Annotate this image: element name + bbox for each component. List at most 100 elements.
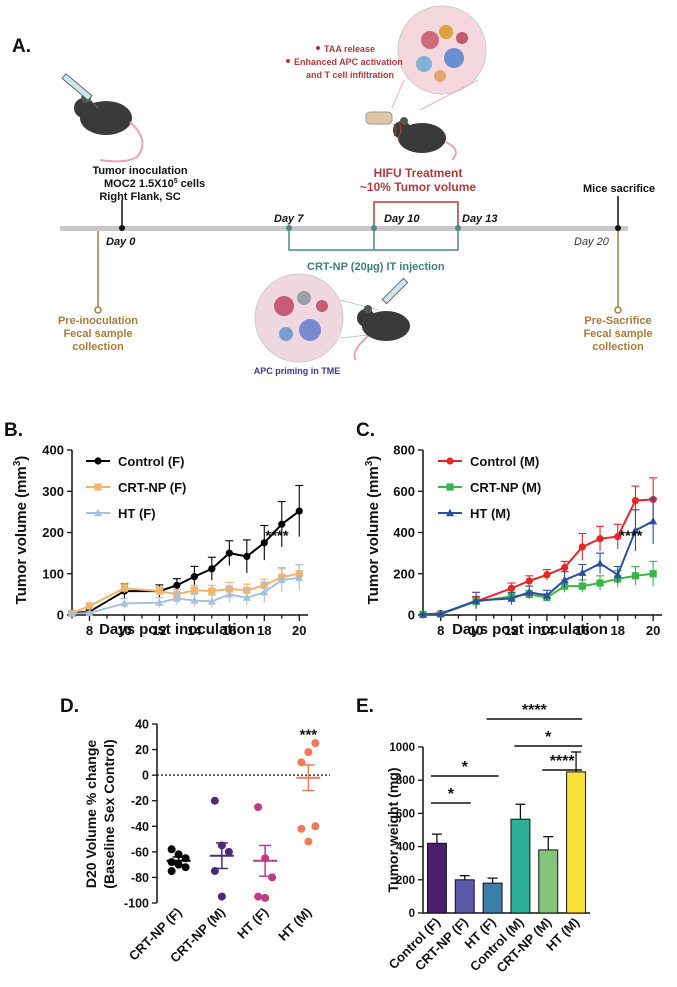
y-tick-label: 0 (408, 608, 415, 623)
data-point (207, 597, 216, 605)
day13-dot (455, 225, 461, 231)
inoculation-line3: Right Flank, SC (99, 191, 180, 203)
y-tick-label: 600 (396, 808, 415, 820)
data-point (578, 582, 586, 590)
legend-marker (446, 457, 454, 465)
pre-inoc-line1: Pre-inoculation (58, 315, 138, 327)
x-tick-label: 18 (257, 623, 271, 638)
tumor-circle-top (391, 5, 487, 111)
panel-c-ylabel: Tumor volume (mm3) (364, 456, 382, 605)
significance-annotation: **** (619, 528, 643, 545)
bullet-2: Enhanced APC activation (294, 57, 403, 67)
data-point (631, 496, 640, 505)
series-line (71, 510, 300, 614)
x-tick-label: 8 (86, 623, 93, 638)
data-point (631, 572, 640, 580)
data-point (173, 581, 181, 589)
data-point (297, 824, 306, 833)
mouse-hifu-illustration (365, 111, 457, 161)
data-point (268, 873, 277, 882)
data-point (525, 588, 534, 596)
group-crt-np-m- (209, 796, 234, 901)
data-point (649, 570, 657, 578)
legend-label: HT (F) (118, 506, 156, 521)
x-tick-label: 20 (646, 623, 660, 638)
data-point (614, 533, 622, 541)
x-tick-label: HT (F) (234, 905, 271, 942)
y-tick-label: -40 (131, 820, 149, 834)
significance-label: * (462, 759, 469, 776)
mouse-left-illustration (61, 73, 144, 163)
y-tick-label: -60 (131, 845, 149, 859)
data-point (560, 575, 569, 584)
pre-inoc-dot (94, 306, 102, 314)
series-line (422, 498, 654, 616)
bar-crt-np-f- (454, 879, 475, 914)
x-tick-label: 12 (152, 623, 166, 638)
x-tick-label: 16 (222, 623, 236, 638)
y-tick-label: 0 (57, 608, 64, 623)
significance-annotation: *** (300, 726, 318, 743)
data-point (260, 539, 268, 547)
data-point (225, 549, 233, 557)
significance-label: **** (522, 702, 548, 719)
panel-a: A. Day 0 Day 20 Mice sacrifice Day 7 Day… (12, 5, 655, 376)
panel-c-label: C. (356, 420, 375, 441)
pre-sac-line3: collection (592, 341, 644, 353)
legend-label: HT (M) (470, 506, 510, 521)
legend-marker (94, 508, 102, 517)
legend-marker (446, 508, 454, 517)
data-point (304, 748, 313, 757)
data-point (120, 584, 129, 592)
panel-b-ylabel: Tumor volume (mm3) (12, 456, 30, 605)
panel-d-label: D. (60, 696, 79, 717)
bar-control-m- (510, 818, 531, 914)
x-tick-label: 12 (504, 623, 518, 638)
data-point (85, 608, 94, 617)
data-point (649, 516, 658, 525)
y-tick-label: 400 (393, 525, 415, 540)
x-tick-label: HT (M) (275, 905, 314, 944)
data-point (578, 568, 587, 576)
legend-label: Control (F) (118, 454, 184, 469)
data-point (507, 594, 516, 602)
data-point (210, 796, 219, 805)
panel-c-xlabel: Days post inoculation (452, 621, 608, 638)
legend-label: Control (M) (470, 454, 539, 469)
series-ht-f- (68, 564, 304, 617)
y-tick-label: 0 (142, 769, 149, 783)
data-point (561, 563, 569, 572)
data-point (243, 552, 251, 561)
data-point (85, 602, 94, 610)
panel-b-xlabel: Days post inoculation (99, 621, 255, 638)
data-point (224, 847, 233, 856)
y-tick-label: 200 (393, 566, 415, 581)
x-tick-label: 10 (469, 623, 483, 638)
x-tick-label: 20 (292, 623, 306, 638)
data-point (172, 594, 181, 602)
panel-d: D. D20 Volume % change (Baseline Sex Con… (60, 696, 330, 966)
y-tick-label: 0 (409, 908, 415, 920)
data-point (167, 845, 176, 854)
hifu-bracket (373, 201, 459, 228)
data-point (155, 598, 164, 606)
group-ht-m- (296, 739, 321, 846)
series-ht-m- (419, 497, 658, 618)
data-point (311, 739, 320, 748)
x-tick-label: 10 (117, 623, 131, 638)
day0-dot (119, 225, 125, 231)
x-tick-label: 8 (437, 623, 444, 638)
panel-e: E. Tumor weight (mg) 02004006008001000Co… (356, 696, 590, 976)
data-point (208, 565, 216, 573)
significance-label: * (545, 729, 552, 746)
injection-label: CRT-NP (20µg) IT injection (307, 261, 445, 273)
legend-label: CRT-NP (F) (118, 480, 186, 495)
day7-dot (286, 225, 292, 231)
y-tick-label: 1000 (389, 742, 415, 754)
legend-label: CRT-NP (M) (470, 480, 541, 495)
pre-inoc-line3: collection (72, 341, 124, 353)
data-point (190, 573, 198, 581)
data-point (542, 591, 551, 599)
panel-b-label: B. (4, 420, 23, 441)
